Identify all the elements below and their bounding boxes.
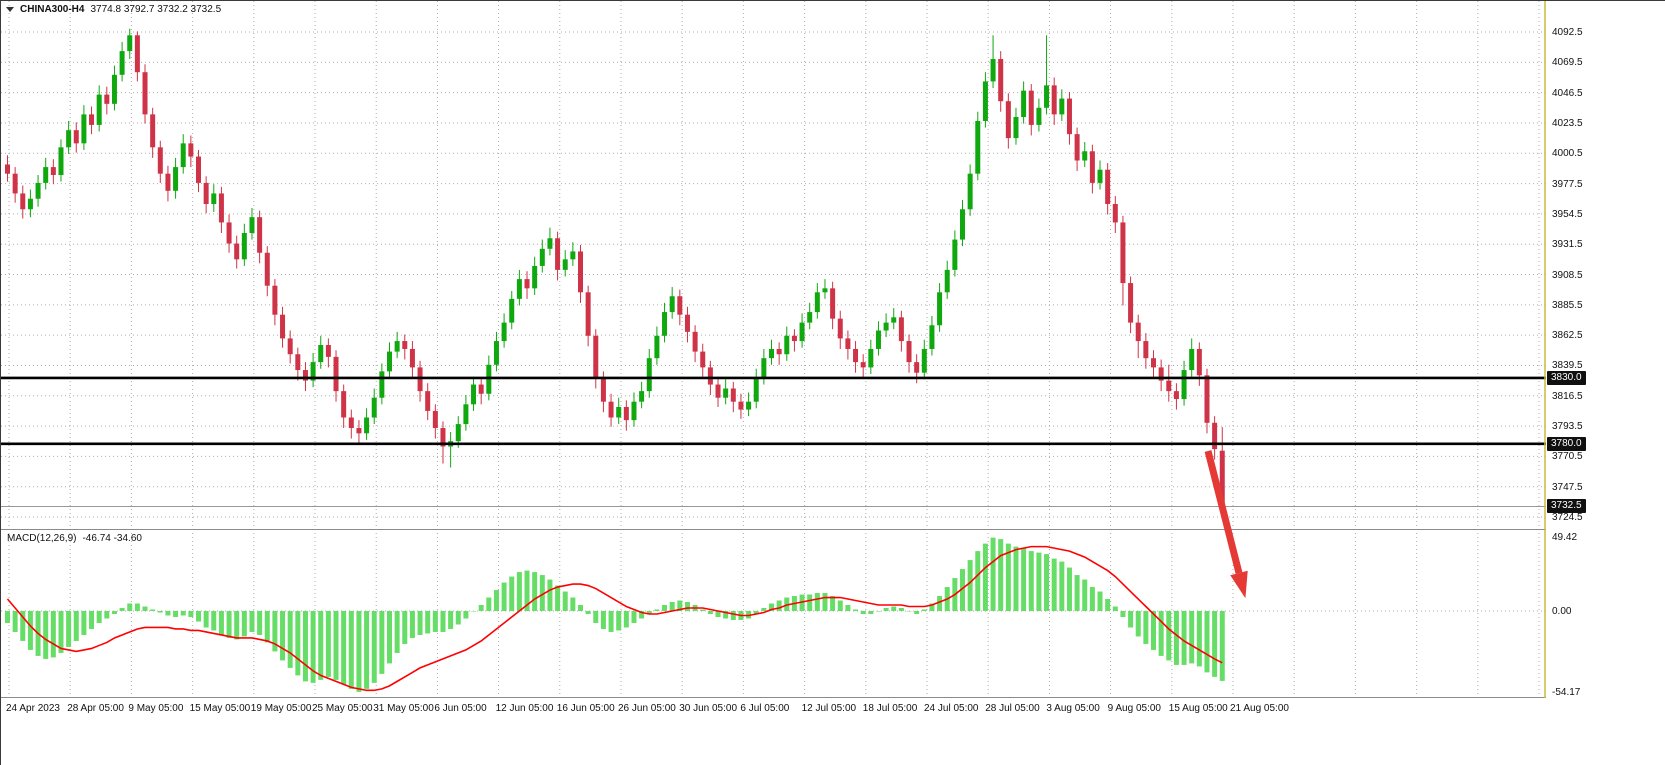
time-axis-label: 9 May 05:00 bbox=[128, 703, 184, 714]
time-axis-label: 9 Aug 05:00 bbox=[1107, 703, 1161, 714]
time-axis-label: 21 Aug 05:00 bbox=[1230, 703, 1289, 714]
price-axis-label: 4069.5 bbox=[1552, 57, 1583, 69]
time-axis-label: 28 Jul 05:00 bbox=[985, 703, 1040, 714]
price-axis-label: 4023.5 bbox=[1552, 117, 1583, 129]
price-tag: 3830.0 bbox=[1547, 370, 1586, 385]
price-axis-label: 3954.5 bbox=[1552, 208, 1583, 220]
time-axis-label: 12 Jun 05:00 bbox=[495, 703, 554, 714]
price-tag: 3732.5 bbox=[1547, 499, 1586, 514]
price-axis-label: 4046.5 bbox=[1552, 87, 1583, 99]
time-axis-label: 15 May 05:00 bbox=[189, 703, 251, 714]
price-tag: 3780.0 bbox=[1547, 436, 1586, 451]
symbol-info: CHINA300-H4 3774.8 3792.7 3732.2 3732.5 bbox=[6, 4, 221, 15]
price-axis[interactable]: 4092.5 4069.5 4046.5 4023.5 4000.5 3977.5 3954… bbox=[1547, 1, 1665, 765]
candlestick-series bbox=[5, 28, 1225, 507]
symbol-ohlc-values: 3774.8 3792.7 3732.2 3732.5 bbox=[90, 4, 222, 15]
price-axis-label: 3931.5 bbox=[1552, 239, 1583, 251]
time-axis-label: 6 Jun 05:00 bbox=[434, 703, 487, 714]
time-axis-label: 24 Jul 05:00 bbox=[924, 703, 979, 714]
macd-axis-label: -54.17 bbox=[1552, 687, 1581, 699]
macd-indicator-label: MACD(12,26,9) -46.74 -34.60 bbox=[7, 533, 142, 544]
time-axis-label: 18 Jul 05:00 bbox=[862, 703, 918, 714]
time-axis[interactable]: 24 Apr 2023 28 Apr 05:00 9 May 05:00 15 May… bbox=[1, 699, 1547, 765]
time-axis-label: 3 Aug 05:00 bbox=[1046, 703, 1100, 714]
price-axis-label: 3747.5 bbox=[1552, 481, 1583, 493]
macd-signal-line bbox=[6, 545, 1223, 692]
price-axis-label: 3885.5 bbox=[1552, 299, 1583, 311]
macd-name: MACD(12,26,9) bbox=[7, 533, 77, 544]
symbol-timeframe-label: CHINA300-H4 bbox=[20, 4, 85, 15]
price-axis-label: 3862.5 bbox=[1552, 330, 1583, 342]
price-axis-label: 3770.5 bbox=[1552, 451, 1583, 463]
time-axis-label: 16 Jun 05:00 bbox=[556, 703, 615, 714]
time-axis-label: 26 Jun 05:00 bbox=[618, 703, 676, 714]
macd-axis-label: 0.00 bbox=[1552, 606, 1572, 617]
price-axis-label: 3724.5 bbox=[1552, 512, 1583, 523]
price-axis-label: 3977.5 bbox=[1552, 178, 1583, 190]
price-axis-label: 3816.5 bbox=[1552, 390, 1583, 402]
price-axis-label: 4000.5 bbox=[1552, 148, 1583, 160]
chart-plot-area[interactable] bbox=[1, 1, 1546, 698]
symbol-dropdown-icon[interactable] bbox=[6, 7, 14, 12]
price-axis-label: 4092.5 bbox=[1552, 27, 1583, 38]
time-axis-label: 28 Apr 05:00 bbox=[67, 703, 124, 714]
macd-values: -46.74 -34.60 bbox=[82, 533, 142, 544]
trend-arrow-annotation[interactable] bbox=[1204, 450, 1248, 599]
macd-histogram bbox=[5, 537, 1225, 692]
time-axis-label: 30 Jun 05:00 bbox=[679, 703, 738, 714]
time-axis-label: 12 Jul 05:00 bbox=[801, 703, 857, 714]
time-axis-label: 25 May 05:00 bbox=[312, 703, 373, 714]
time-axis-label: 31 May 05:00 bbox=[373, 703, 434, 714]
price-axis-label: 3908.5 bbox=[1552, 269, 1583, 281]
macd-axis-label: 49.42 bbox=[1552, 532, 1578, 543]
price-axis-label: 3793.5 bbox=[1552, 421, 1583, 433]
time-axis-label: 24 Apr 2023 bbox=[6, 703, 60, 714]
grid bbox=[1, 1, 1546, 698]
time-axis-label: 6 Jul 05:00 bbox=[740, 703, 790, 714]
time-axis-label: 15 Aug 05:00 bbox=[1168, 703, 1228, 714]
chart-canvas[interactable] bbox=[1, 1, 1546, 698]
time-axis-label: 19 May 05:00 bbox=[250, 703, 312, 714]
price-axis-label: 3839.5 bbox=[1552, 360, 1583, 372]
